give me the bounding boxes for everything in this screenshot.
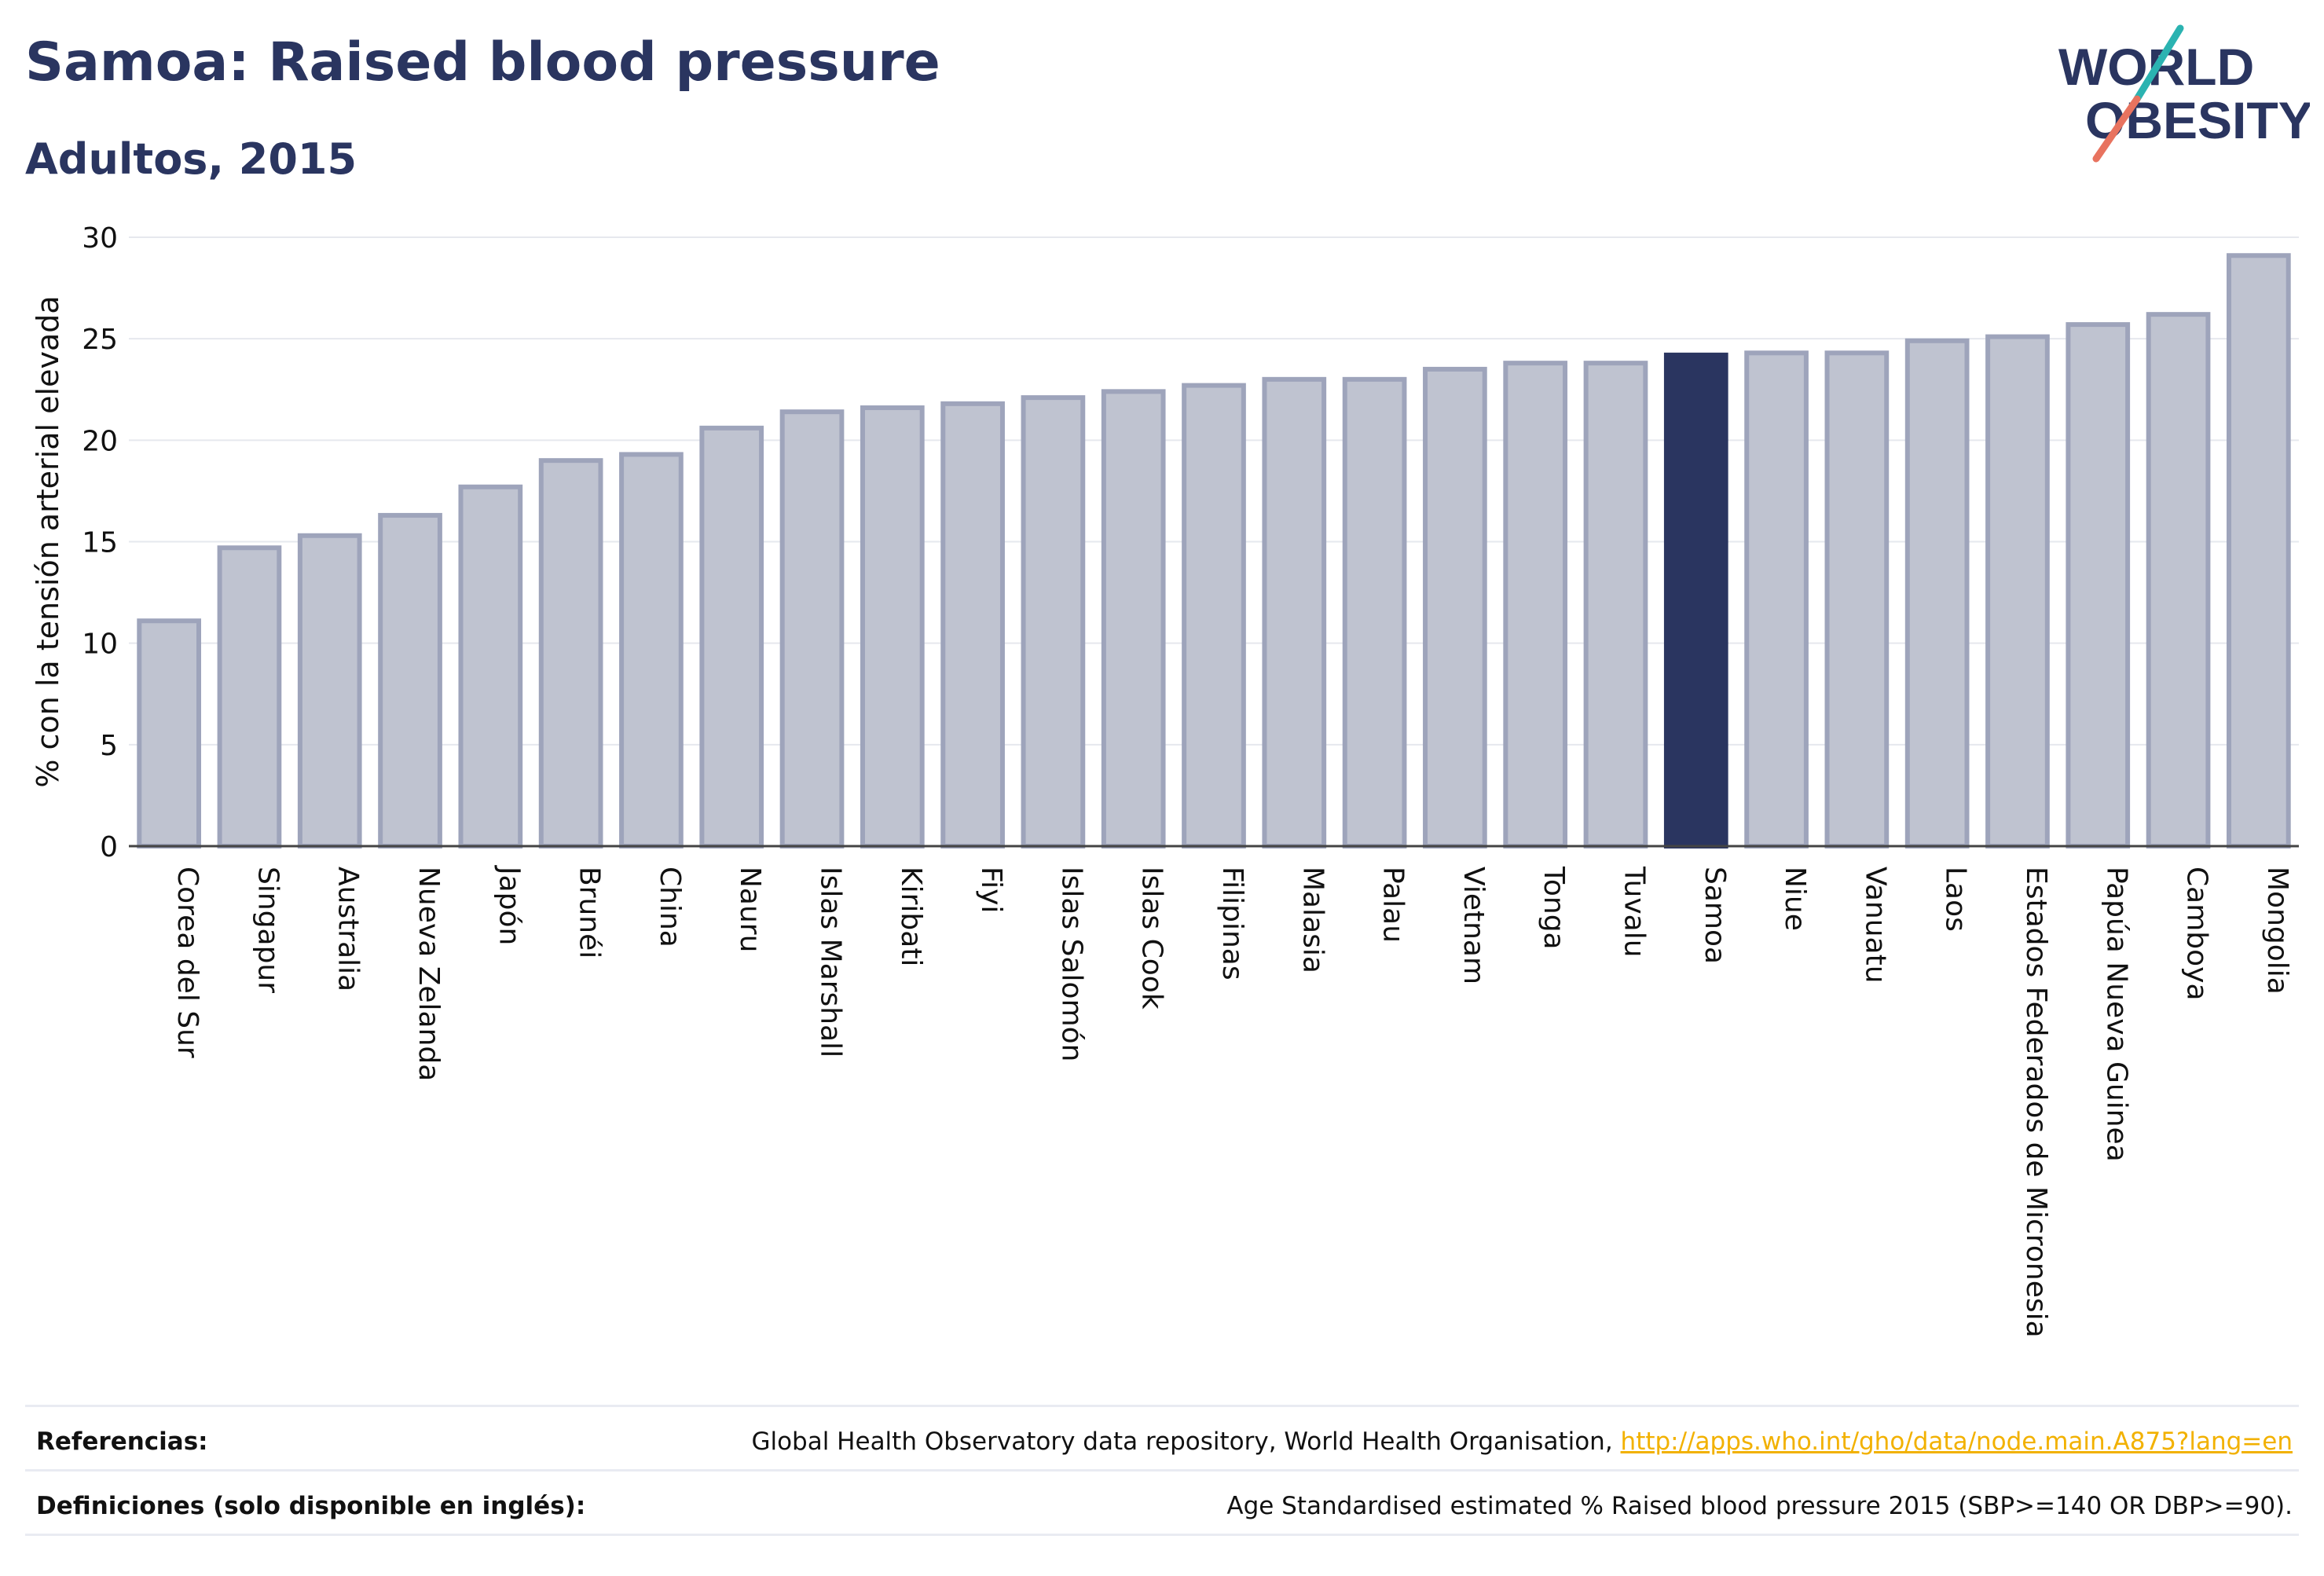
- y-axis-label: % con la tensión arterial elevada: [31, 295, 65, 787]
- bar: [1342, 376, 1407, 849]
- bar: [2066, 322, 2131, 849]
- references-value: Global Health Observatory data repositor…: [751, 1430, 2293, 1454]
- bar: [1423, 366, 1487, 848]
- bar: [1744, 350, 1809, 848]
- x-tick-label: Australia: [332, 867, 365, 991]
- x-tick-label: Laos: [1940, 867, 1972, 932]
- world-obesity-logo: WORLD OBESITY: [2058, 24, 2310, 163]
- logo-slash-coral: [2092, 95, 2141, 163]
- y-tick-label: 25: [82, 324, 118, 356]
- definitions-value: Age Standardised estimated % Raised bloo…: [1226, 1492, 2293, 1520]
- references-link[interactable]: http://apps.who.int/gho/data/node.main.A…: [1620, 1428, 2293, 1456]
- footer-divider-top: [25, 1405, 2299, 1407]
- y-tick-label: 10: [82, 629, 118, 661]
- bar: [538, 458, 603, 849]
- x-tick-label: Nauru: [734, 867, 766, 952]
- x-tick-label: Islas Salomón: [1055, 867, 1087, 1061]
- x-tick-label: Vanuatu: [1859, 867, 1891, 984]
- bar: [1503, 361, 1568, 848]
- x-tick-label: Tuvalu: [1618, 866, 1650, 958]
- x-tick-label: Vietnam: [1457, 867, 1490, 984]
- bar: [1583, 361, 1648, 848]
- x-tick-label: Filipinas: [1216, 867, 1248, 980]
- bar-chart: 0 5 10 15 20 25 30 Corea del Sur Singapur Austra…: [31, 222, 2299, 1338]
- y-tick-label: 0: [100, 831, 118, 863]
- x-tick-label: Niue: [1779, 867, 1811, 931]
- bar: [2227, 253, 2291, 848]
- chart-title: Samoa: Raised blood pressure: [25, 31, 940, 93]
- bar: [137, 618, 201, 848]
- references-label: Referencias:: [36, 1428, 208, 1456]
- x-tick-label: Tonga: [1538, 866, 1570, 950]
- bar: [1182, 383, 1246, 849]
- x-tick-label: Mongolia: [2261, 867, 2293, 995]
- x-tick-label: Corea del Sur: [171, 867, 203, 1058]
- chart-subtitle: Adultos, 2015: [25, 134, 357, 184]
- y-tick-label: 5: [100, 730, 118, 762]
- x-tick-label: Malasia: [1296, 867, 1329, 973]
- footer-divider-middle: [25, 1469, 2299, 1472]
- bar: [297, 533, 362, 848]
- bar: [1985, 334, 2050, 849]
- y-tick-label: 30: [82, 222, 118, 255]
- bar: [619, 452, 684, 849]
- bar: [2146, 312, 2211, 848]
- y-tick-label: 15: [82, 527, 118, 559]
- bar: [378, 512, 442, 849]
- y-tick-label: 20: [82, 425, 118, 457]
- x-tick-label: Japón: [493, 865, 525, 945]
- x-tick-label: Islas Cook: [1136, 867, 1168, 1010]
- x-tick-label: Papúa Nueva Guinea: [2100, 867, 2132, 1162]
- logo-slash-teal: [2133, 24, 2184, 103]
- x-tick-label: Brunéi: [574, 867, 606, 958]
- x-axis-ticks: Corea del Sur Singapur Australia Nueva Zela…: [171, 865, 2293, 1338]
- definitions-label: Definiciones (solo disponible en inglés)…: [36, 1492, 586, 1520]
- bar: [1904, 338, 1970, 848]
- bars: [137, 253, 2291, 849]
- x-tick-label: Nueva Zelanda: [412, 867, 445, 1081]
- bar: [1824, 350, 1890, 848]
- bar: [699, 425, 764, 848]
- x-tick-label: China: [654, 867, 686, 947]
- x-tick-label: Islas Marshall: [815, 867, 847, 1057]
- x-tick-label: Kiribati: [895, 867, 927, 966]
- bar: [1262, 376, 1327, 849]
- bar: [217, 545, 282, 848]
- bar: [1021, 395, 1086, 849]
- bar-highlighted: [1663, 352, 1728, 849]
- bar: [940, 401, 1005, 848]
- bar: [1101, 389, 1166, 849]
- footer-divider-bottom: [25, 1534, 2299, 1536]
- x-tick-label: Camboya: [2181, 867, 2213, 1001]
- bar: [458, 484, 523, 848]
- bar: [860, 405, 925, 848]
- x-tick-label: Estados Federados de Micronesia: [2020, 867, 2052, 1338]
- x-tick-label: Fiyi: [975, 867, 1007, 913]
- x-tick-label: Singapur: [251, 867, 284, 993]
- x-tick-label: Palau: [1377, 867, 1409, 943]
- x-tick-label: Samoa: [1699, 867, 1731, 964]
- bar: [779, 409, 845, 848]
- references-text: Global Health Observatory data repositor…: [751, 1428, 1621, 1456]
- y-axis-ticks: 0 5 10 15 20 25 30: [82, 222, 118, 863]
